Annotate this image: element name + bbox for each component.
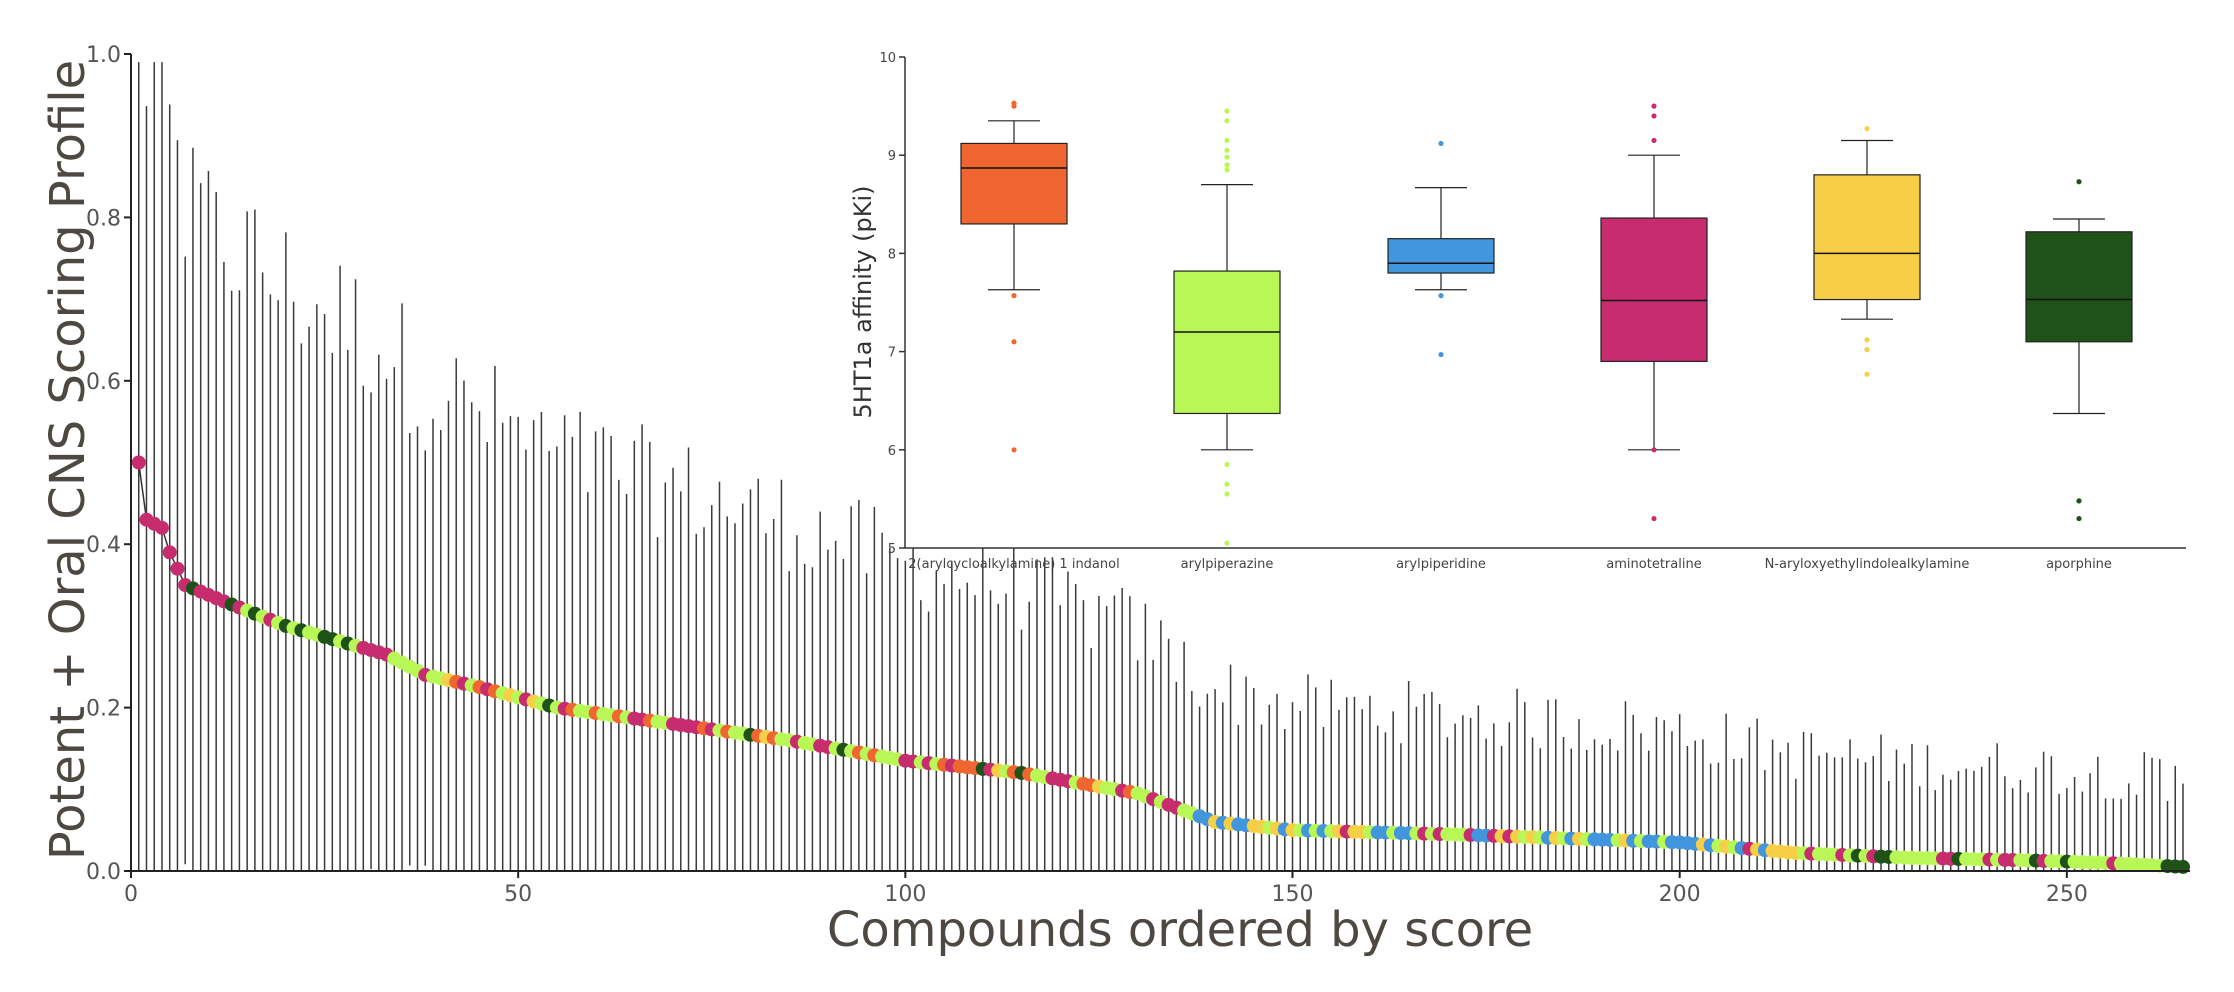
inset-outlier xyxy=(1651,515,1657,522)
main-point xyxy=(162,545,177,560)
inset-category-label: N-aryloxyethylindolealkylamine xyxy=(1765,557,1970,572)
inset-outlier xyxy=(1864,371,1870,377)
inset-box-group xyxy=(1387,140,1495,358)
inset-outlier xyxy=(1224,461,1230,468)
main-point xyxy=(154,520,169,535)
inset-outlier xyxy=(1224,491,1230,497)
inset-box-group xyxy=(1600,103,1708,522)
inset-outlier xyxy=(1864,337,1870,343)
main-y-ticks: 0.0 0.2 0.4 0.6 0.8 1.0 xyxy=(86,43,131,885)
inset-y-tick-label: 9 xyxy=(888,149,896,164)
inset-boxes xyxy=(960,100,2133,546)
inset-outlier xyxy=(2076,515,2082,522)
inset-box-group xyxy=(1813,126,1921,377)
main-x-tick-label: 100 xyxy=(884,882,926,907)
main-x-tick-label: 150 xyxy=(1272,882,1314,907)
inset-y-tick-label: 8 xyxy=(888,247,896,262)
inset-outlier xyxy=(1651,113,1657,119)
inset-outlier xyxy=(1864,347,1870,353)
inset-outlier xyxy=(1864,126,1870,132)
main-y-tick-label: 0.8 xyxy=(86,206,121,231)
main-x-tick-label: 50 xyxy=(504,882,532,907)
inset-y-tick-label: 7 xyxy=(888,346,896,361)
main-error-bars xyxy=(137,62,2184,871)
inset-outlier xyxy=(1224,118,1230,124)
main-y-axis-title: Potent + Oral CNS Scoring Profile xyxy=(40,60,96,860)
main-y-tick-label: 1.0 xyxy=(86,43,121,68)
main-y-tick-label: 0.4 xyxy=(86,533,121,558)
inset-outlier xyxy=(1651,137,1657,144)
inset-category-label: aporphine xyxy=(2046,557,2112,572)
main-x-ticks: 0 50 100 150 200 250 xyxy=(124,871,2088,907)
inset-box xyxy=(2025,231,2133,343)
inset-box-group xyxy=(960,100,1068,453)
main-point xyxy=(170,561,185,576)
main-y-tick-label: 0.2 xyxy=(86,697,121,722)
inset-category-label: aminotetraline xyxy=(1606,557,1701,572)
inset-outlier xyxy=(1224,481,1230,487)
inset-box xyxy=(1173,270,1281,415)
inset-category-label: arylpiperidine xyxy=(1396,557,1486,572)
inset-outlier xyxy=(1224,162,1230,168)
inset-background xyxy=(886,54,2190,548)
inset-outlier xyxy=(1651,103,1657,109)
inset-outlier xyxy=(1011,103,1017,109)
inset-box xyxy=(1387,238,1495,274)
inset-y-axis-title: 5HT1a affinity (pKi) xyxy=(849,186,877,419)
main-x-tick-label: 0 xyxy=(124,882,138,907)
inset-category-label: 2(arylcycloalkylamine) 1 indanol xyxy=(908,557,1119,572)
main-point xyxy=(131,455,146,470)
inset-category-label: arylpiperazine xyxy=(1181,557,1274,572)
inset-box xyxy=(960,142,1068,225)
inset-outlier xyxy=(1224,540,1230,546)
inset-outlier xyxy=(1224,108,1230,114)
main-x-axis-title: Compounds ordered by score xyxy=(827,902,1533,958)
inset-outlier xyxy=(1224,147,1230,153)
inset-outlier xyxy=(1011,339,1017,345)
inset-box xyxy=(1813,174,1921,301)
main-x-tick-label: 200 xyxy=(1659,882,1701,907)
main-y-tick-label: 0.6 xyxy=(86,370,121,395)
inset-outlier xyxy=(1438,293,1444,299)
main-chart: 0.0 0.2 0.4 0.6 0.8 1.0 0 50 100 150 200 250 Compo… xyxy=(40,43,2190,958)
inset-y-ticks: 5 6 7 8 9 10 xyxy=(879,51,905,557)
inset-box-group xyxy=(2025,179,2133,522)
inset-outlier xyxy=(2076,179,2082,185)
inset-box-plot: 5 6 7 8 9 10 2(arylcycloalkylamine) 1 indanol… xyxy=(849,51,2190,572)
inset-box-group xyxy=(1173,108,1281,546)
inset-outlier xyxy=(1224,137,1230,144)
main-points xyxy=(131,455,2190,874)
inset-y-tick-label: 5 xyxy=(888,542,896,557)
inset-box xyxy=(1600,217,1708,363)
inset-outlier xyxy=(1011,293,1017,299)
inset-outlier xyxy=(1438,351,1444,358)
inset-outlier xyxy=(1011,447,1017,453)
main-x-tick-label: 250 xyxy=(2046,882,2088,907)
inset-outlier xyxy=(2076,498,2082,504)
inset-outlier xyxy=(1438,140,1444,147)
inset-outlier xyxy=(1651,447,1657,453)
inset-category-labels: 2(arylcycloalkylamine) 1 indanol arylpipe… xyxy=(908,557,2112,572)
inset-y-tick-label: 6 xyxy=(888,444,896,459)
main-y-tick-label: 0.0 xyxy=(86,860,121,885)
inset-outlier xyxy=(1224,154,1230,160)
inset-y-tick-label: 10 xyxy=(879,51,896,66)
inset-outlier xyxy=(1224,167,1230,173)
